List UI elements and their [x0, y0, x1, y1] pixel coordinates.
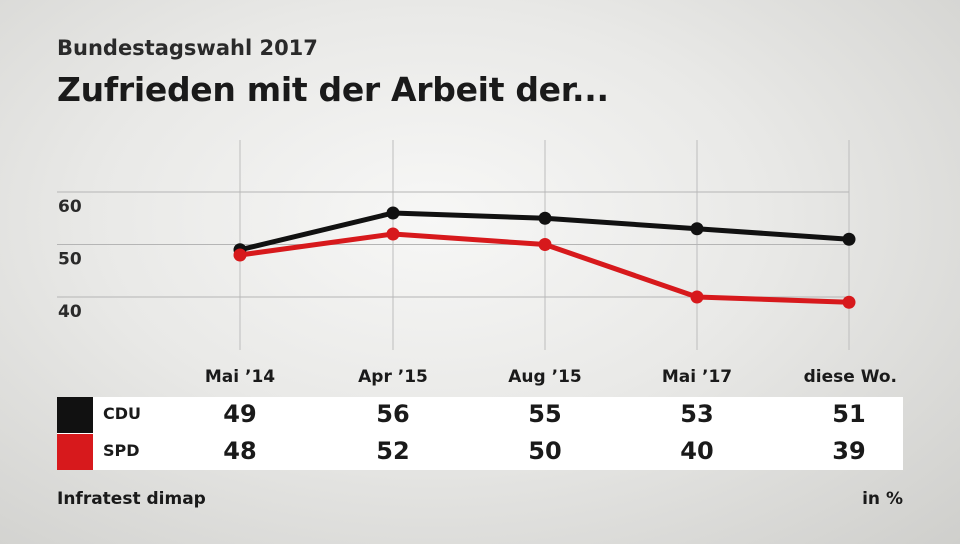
chart-title: Zufrieden mit der Arbeit der...: [57, 70, 609, 109]
y-tick-label: 40: [58, 302, 82, 322]
series-label-cdu: CDU: [103, 404, 142, 423]
x-tick-label: Apr ’15: [358, 367, 428, 387]
chart-supertitle: Bundestagswahl 2017: [57, 36, 318, 60]
y-tick-label: 50: [58, 250, 82, 270]
source-label: Infratest dimap: [57, 489, 206, 509]
x-tick-label: diese Wo.: [804, 367, 897, 387]
cell-cdu-mai14: 49: [223, 400, 257, 428]
cell-spd-apr15: 52: [376, 437, 410, 465]
data-point-cdu: [842, 232, 856, 246]
data-point-cdu: [386, 206, 400, 220]
cell-spd-mai14: 48: [223, 437, 257, 465]
unit-label: in %: [862, 489, 903, 509]
data-point-spd: [690, 290, 704, 304]
cell-spd-diesewo: 39: [832, 437, 866, 465]
y-tick-label: 60: [58, 197, 82, 217]
data-point-spd: [538, 238, 552, 251]
cell-spd-mai17: 40: [680, 437, 714, 465]
cell-cdu-aug15: 55: [528, 400, 562, 428]
data-point-cdu: [690, 222, 704, 236]
table-row-cdu: CDU 49 56 55 53 51: [57, 397, 903, 433]
cell-cdu-diesewo: 51: [832, 400, 866, 428]
data-point-cdu: [538, 211, 552, 225]
data-point-spd: [386, 227, 400, 241]
spd-color-swatch: [57, 434, 93, 470]
cell-cdu-apr15: 56: [376, 400, 410, 428]
series-label-spd: SPD: [103, 441, 140, 460]
table-row-spd: SPD 48 52 50 40 39: [57, 434, 903, 470]
data-point-spd: [842, 295, 856, 309]
x-tick-label: Aug ’15: [508, 367, 581, 387]
cell-cdu-mai17: 53: [680, 400, 714, 428]
x-tick-label: Mai ’17: [662, 367, 732, 387]
data-point-spd: [233, 248, 247, 262]
cdu-color-swatch: [57, 397, 93, 433]
x-tick-label: Mai ’14: [205, 367, 275, 387]
data-table: CDU 49 56 55 53 51 SPD 48 52 50 40 39: [57, 397, 903, 470]
cell-spd-aug15: 50: [528, 437, 562, 465]
